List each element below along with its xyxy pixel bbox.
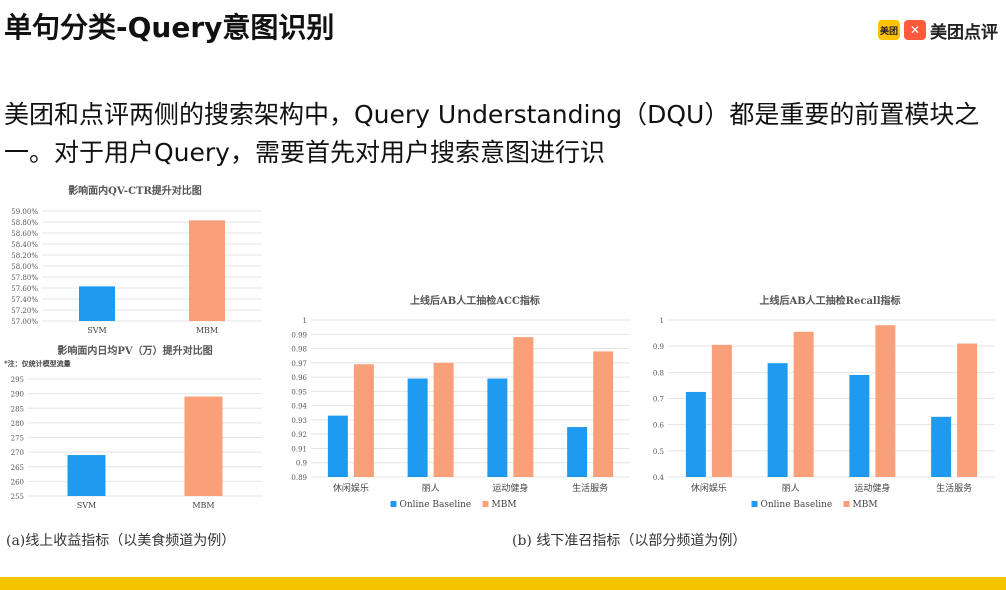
bar	[931, 416, 952, 477]
x-tick-label: 丽人	[422, 483, 440, 494]
pv-chart: 影响面内日均PV（万）提升对比图 295 290 285 280 275 270 265 260…	[4, 344, 262, 510]
caption-b: (b) 线下准召指标（以部分频道为例）	[512, 533, 747, 549]
bar	[875, 325, 896, 477]
bar	[767, 363, 788, 477]
x-tick-label: 休闲娱乐	[333, 482, 369, 494]
bottom-accent-bar	[0, 577, 1006, 590]
y-tick-label: 0.7	[653, 396, 664, 404]
x-tick-label: 休闲娱乐	[691, 482, 727, 494]
bar	[433, 362, 454, 477]
y-tick-label: 0.89	[291, 474, 307, 482]
y-tick-label: 0.95	[291, 388, 307, 396]
y-tick-label: 58.00%	[11, 263, 38, 271]
bar	[189, 220, 225, 321]
y-tick-label: 0.9	[653, 343, 664, 351]
y-tick-label: 0.5	[653, 448, 664, 456]
y-tick-label: 0.97	[291, 360, 307, 368]
legend-label: Online Baseline	[400, 500, 472, 510]
bar	[67, 455, 106, 496]
x-tick-label: 生活服务	[936, 482, 972, 494]
caption-a: (a)线上收益指标（以美食频道为例）	[6, 533, 236, 549]
y-tick-label: 58.40%	[11, 241, 38, 249]
y-tick-label: 58.80%	[11, 219, 38, 227]
bar	[184, 396, 223, 496]
y-tick-label: 59.00%	[11, 208, 38, 216]
y-tick-label: 1	[660, 317, 664, 325]
chart-title: 上线后AB人工抽检Recall指标	[759, 294, 900, 307]
logo-text: 美团点评	[930, 22, 998, 43]
y-tick-label: 57.40%	[11, 296, 38, 304]
dianping-badge-icon: ✕	[904, 20, 926, 40]
y-tick-label: 285	[11, 405, 24, 413]
x-tick-label: 运动健身	[854, 482, 890, 494]
y-tick-label: 290	[11, 391, 24, 399]
bar	[327, 415, 348, 477]
bar	[793, 331, 814, 477]
page-title: 单句分类-Query意图识别	[4, 11, 335, 44]
recall-chart: 上线后AB人工抽检Recall指标 1 0.9 0.8 0.7 0.6 0.5 0.4 休闲娱乐…	[653, 294, 995, 510]
y-tick-label: 0.96	[291, 374, 307, 382]
bar	[79, 286, 115, 321]
y-tick-label: 0.8	[653, 369, 664, 377]
bar	[849, 374, 870, 477]
y-tick-label: 57.00%	[11, 318, 38, 326]
x-tick-label: SVM	[77, 501, 96, 510]
acc-chart: 上线后AB人工抽检ACC指标 1 0.99 0.98 0.97 0.96 0.95 0.94 0…	[291, 294, 630, 510]
legend-swatch	[482, 501, 489, 507]
bar	[513, 337, 534, 477]
meituan-badge-icon: 美团	[878, 20, 900, 40]
bar	[353, 364, 374, 477]
x-tick-label: MBM	[192, 501, 214, 510]
y-tick-label: 255	[11, 493, 24, 501]
legend-swatch	[390, 501, 397, 507]
bar	[407, 378, 428, 477]
y-tick-label: 57.60%	[11, 285, 38, 293]
intro-paragraph: 美团和点评两侧的搜索架构中，Query Understanding（DQU）都是…	[4, 100, 980, 167]
x-tick-label: SVM	[87, 326, 106, 335]
y-tick-label: 57.20%	[11, 307, 38, 315]
x-tick-label: MBM	[196, 326, 218, 335]
bar	[487, 378, 508, 477]
y-tick-label: 0.9	[296, 460, 307, 468]
chart-title: 上线后AB人工抽检ACC指标	[410, 294, 540, 307]
y-tick-label: 0.91	[291, 445, 307, 453]
y-tick-label: 58.60%	[11, 230, 38, 238]
x-tick-label: 运动健身	[492, 482, 528, 494]
legend-swatch	[843, 501, 850, 507]
legend-label: MBM	[492, 500, 517, 510]
y-tick-label: 270	[11, 449, 24, 457]
chart-title: 影响面内QV-CTR提升对比图	[68, 184, 202, 197]
y-tick-label: 58.20%	[11, 252, 38, 260]
y-tick-label: 1	[303, 317, 307, 325]
chart-title: 影响面内日均PV（万）提升对比图	[57, 344, 212, 357]
y-tick-label: 275	[11, 435, 24, 443]
y-tick-label: 295	[11, 376, 24, 384]
x-tick-label: 生活服务	[572, 482, 608, 494]
y-tick-label: 0.93	[291, 417, 307, 425]
y-tick-label: 0.92	[291, 431, 307, 439]
bar	[711, 344, 732, 477]
chart-note: *注：仅统计模型流量	[4, 359, 71, 368]
y-tick-label: 57.80%	[11, 274, 38, 282]
y-tick-label: 0.98	[291, 346, 307, 354]
bar	[593, 351, 614, 477]
x-tick-label: 丽人	[782, 483, 800, 494]
legend-swatch	[751, 501, 758, 507]
bar	[957, 343, 978, 477]
y-tick-label: 260	[11, 478, 24, 486]
y-tick-label: 0.99	[291, 331, 307, 339]
y-tick-label: 0.94	[291, 403, 307, 411]
y-tick-label: 0.6	[653, 422, 665, 430]
y-tick-label: 265	[11, 464, 24, 472]
meituan-dianping-logo: 美团 ✕ 美团点评	[878, 18, 998, 43]
qv-ctr-chart: 影响面内QV-CTR提升对比图 59.00% 58.80% 58.60% 58.40% 5…	[11, 184, 262, 335]
legend-label: Online Baseline	[761, 500, 833, 510]
legend-label: MBM	[853, 500, 878, 510]
y-tick-label: 0.4	[653, 474, 665, 482]
y-tick-label: 280	[11, 420, 24, 428]
bar	[685, 391, 706, 477]
bar	[567, 427, 588, 477]
